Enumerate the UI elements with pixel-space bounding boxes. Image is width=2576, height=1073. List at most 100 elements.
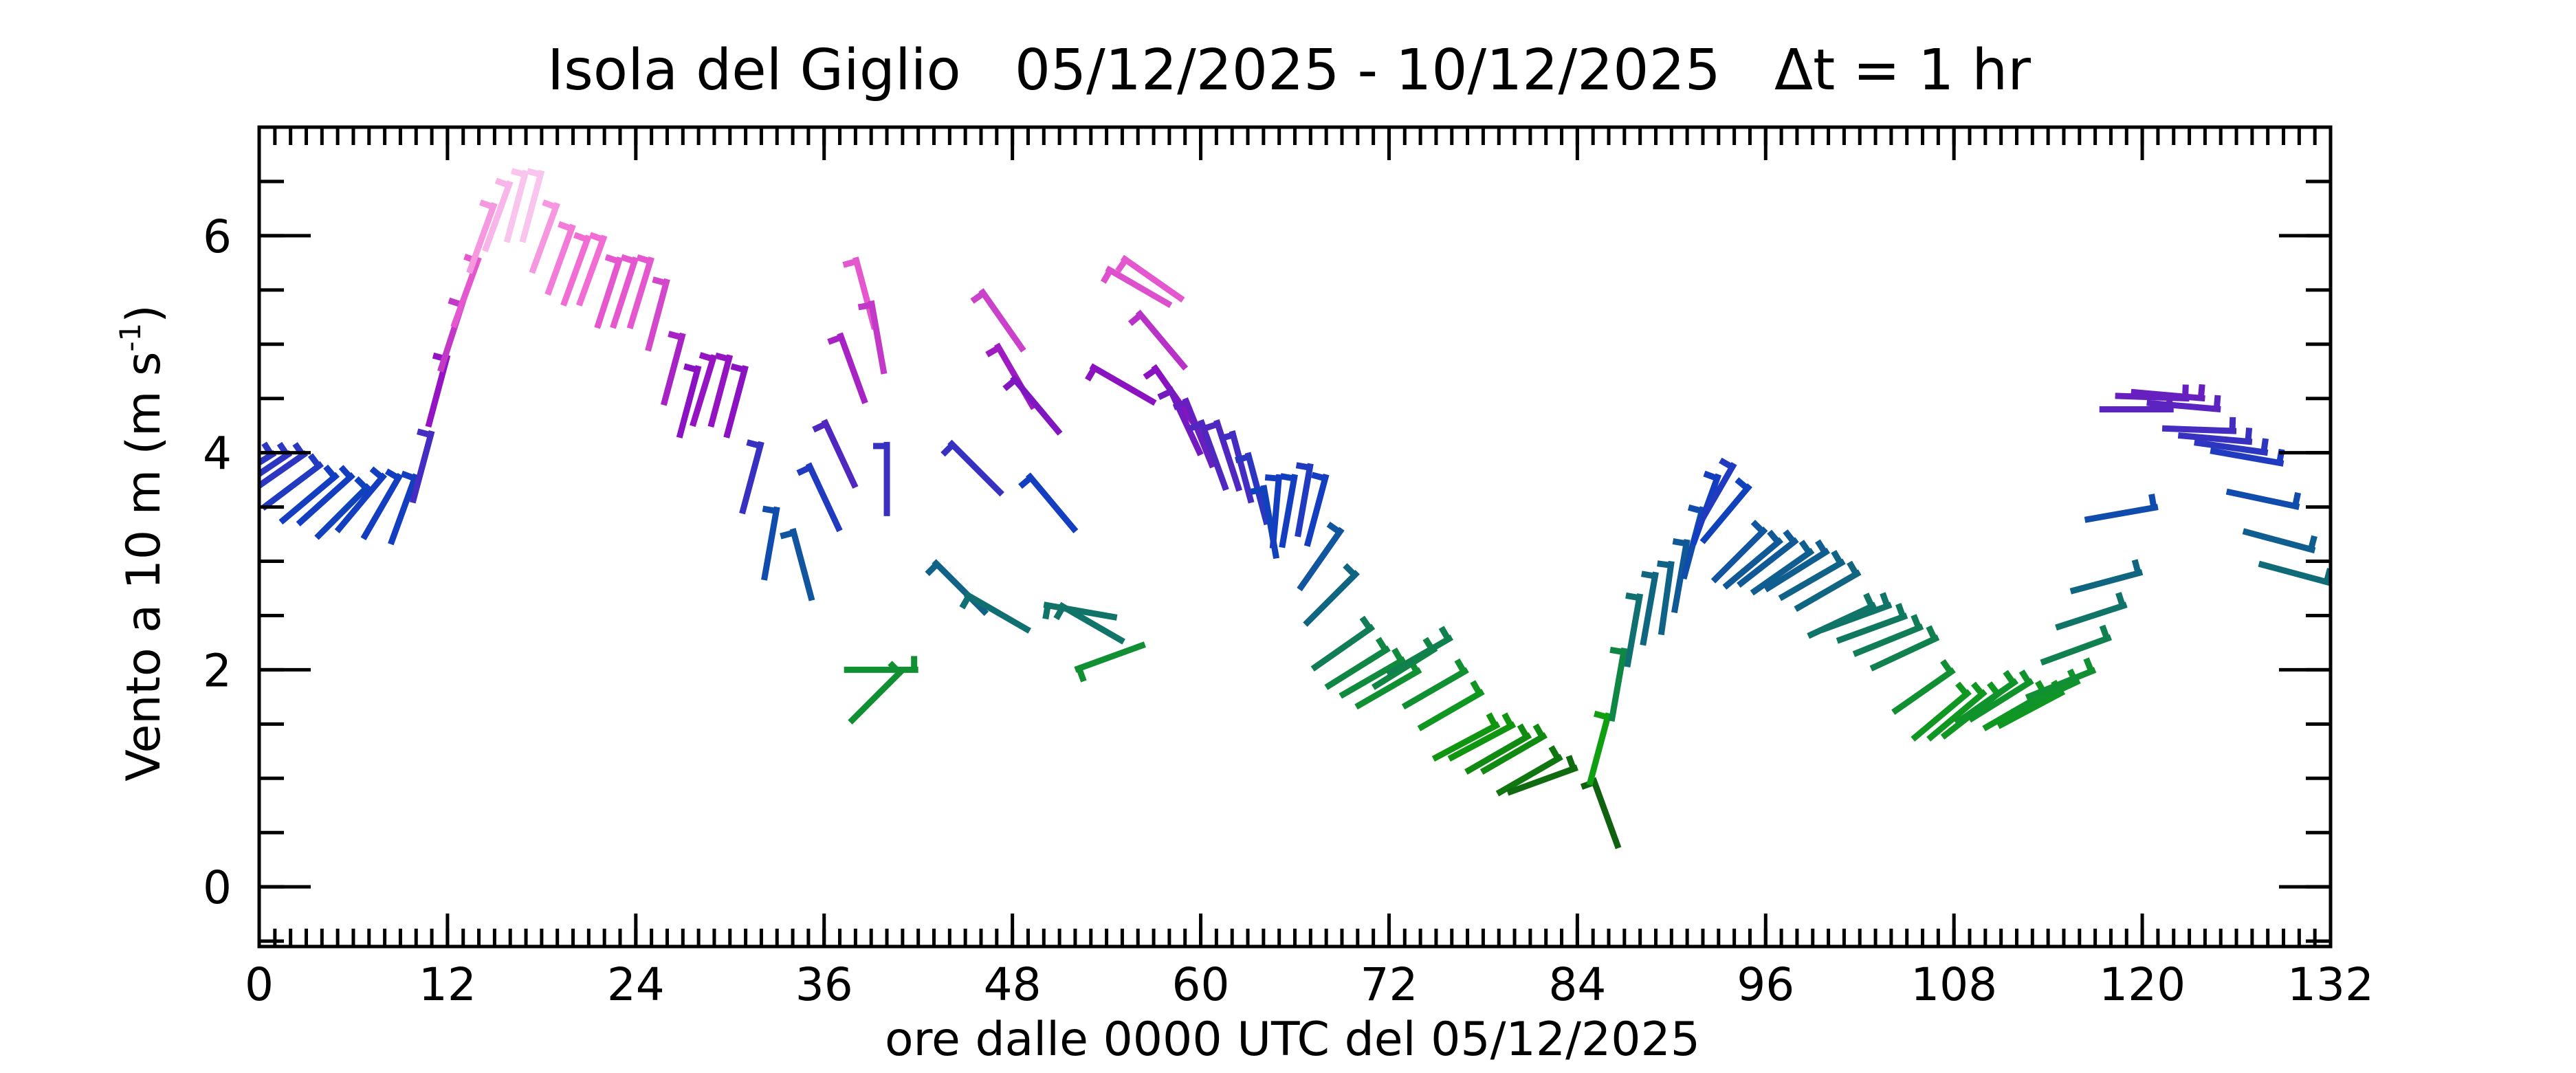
wind-barb — [739, 439, 764, 515]
barb-feather — [1438, 626, 1451, 641]
barb-staff — [278, 472, 340, 525]
x-tick-label: 12 — [419, 958, 476, 1011]
barb-staff — [1694, 462, 1737, 530]
barb-staff — [978, 288, 1026, 353]
barb-feather — [1115, 258, 1129, 273]
barb-staff — [1926, 689, 1988, 742]
wind-barb — [544, 221, 576, 296]
barb-staff — [466, 201, 498, 274]
barb-feather — [1311, 472, 1326, 482]
barb-staff — [296, 472, 355, 527]
wind-barb — [1127, 309, 1189, 371]
barb-staff — [1763, 547, 1830, 593]
barb-staff — [1699, 483, 1752, 544]
barb-feather — [573, 232, 588, 243]
barb-staff — [1182, 397, 1216, 469]
barb-feather — [604, 254, 620, 265]
barb-feather — [1831, 549, 1844, 565]
barb-feather — [2083, 657, 2095, 673]
barb-feather — [1295, 462, 1311, 471]
barb-staff — [1968, 678, 2034, 723]
wind-barb — [812, 419, 859, 489]
x-tick-label: 24 — [607, 958, 665, 1011]
wind-barb — [278, 464, 340, 525]
wind-barb — [970, 288, 1026, 353]
barb-staff — [1229, 430, 1255, 504]
barb-staff — [1269, 474, 1283, 549]
wind-barb — [1042, 601, 1118, 621]
barb-staff — [1385, 634, 1454, 677]
wind-barb — [1820, 592, 1893, 633]
barb-staff — [1658, 560, 1675, 636]
barb-staff — [837, 332, 868, 404]
wind-barb — [575, 232, 608, 307]
barb-feather — [417, 428, 432, 439]
barb-feather — [1970, 681, 1985, 696]
wind-barb — [959, 590, 1031, 634]
barb-feather — [1157, 388, 1173, 400]
barb-staff — [676, 365, 702, 439]
barb-staff — [821, 419, 859, 489]
wind-barb — [1002, 375, 1063, 436]
wind-barb — [1926, 681, 1988, 742]
barb-feather — [1042, 604, 1051, 620]
barb-feather — [730, 363, 746, 373]
barb-feather — [796, 464, 812, 476]
barb-staff — [1354, 667, 1422, 710]
wind-barb — [2177, 428, 2253, 445]
wind-barb — [1295, 462, 1314, 538]
barb-staff — [1324, 645, 1391, 690]
wind-barb — [1722, 529, 1783, 590]
y-tick-label: 2 — [203, 644, 232, 697]
wind-barb — [1074, 641, 1146, 683]
barb-feather — [511, 168, 526, 178]
barb-staff — [1586, 712, 1612, 786]
wind-barb — [1737, 529, 1799, 588]
barb-staff — [1431, 721, 1501, 762]
barb-feather — [400, 470, 416, 482]
barb-feather — [1203, 421, 1219, 432]
barb-staff — [690, 354, 718, 428]
barb-staff — [868, 300, 888, 375]
wind-barb — [529, 199, 560, 274]
wind-barb — [1495, 745, 1563, 797]
barb-feather — [1783, 529, 1796, 544]
barb-staff — [1671, 539, 1691, 614]
barb-staff — [1589, 777, 1622, 850]
barb-staff — [2161, 425, 2237, 434]
barb-staff — [2177, 432, 2253, 445]
barb-staff — [707, 354, 734, 428]
barb-staff — [1401, 667, 1469, 710]
barb-feather — [1703, 470, 1719, 482]
wind-barb — [1339, 648, 1407, 699]
barb-staff — [1105, 265, 1173, 309]
barb-feather — [2131, 559, 2142, 575]
barb-feather — [1018, 475, 1033, 489]
barb-staff — [1417, 689, 1485, 731]
barb-staff — [1310, 623, 1376, 672]
barb-feather — [2197, 384, 2205, 399]
wind-barb — [1608, 646, 1628, 722]
wind-barb — [409, 428, 435, 504]
barb-feather — [1326, 521, 1342, 535]
wind-barb — [1279, 473, 1298, 549]
wind-barb — [1115, 254, 1185, 303]
wind-barb — [1699, 477, 1752, 544]
wind-barb — [827, 332, 868, 404]
barb-staff — [1750, 548, 1815, 596]
barb-feather — [1798, 540, 1812, 555]
barb-staff — [1135, 309, 1189, 371]
barb-staff — [610, 256, 639, 329]
wind-barb — [844, 656, 918, 673]
wind-barb — [2242, 528, 2318, 554]
barb-feather — [542, 199, 558, 210]
barb-staff — [1043, 601, 1118, 621]
barb-staff — [2258, 560, 2331, 586]
barb-staff — [848, 667, 905, 724]
barb-feather — [985, 345, 1001, 357]
barb-staff — [1339, 656, 1407, 699]
wind-barb — [1297, 521, 1345, 592]
wind-barb — [2069, 559, 2144, 595]
barb-feather — [479, 199, 494, 210]
